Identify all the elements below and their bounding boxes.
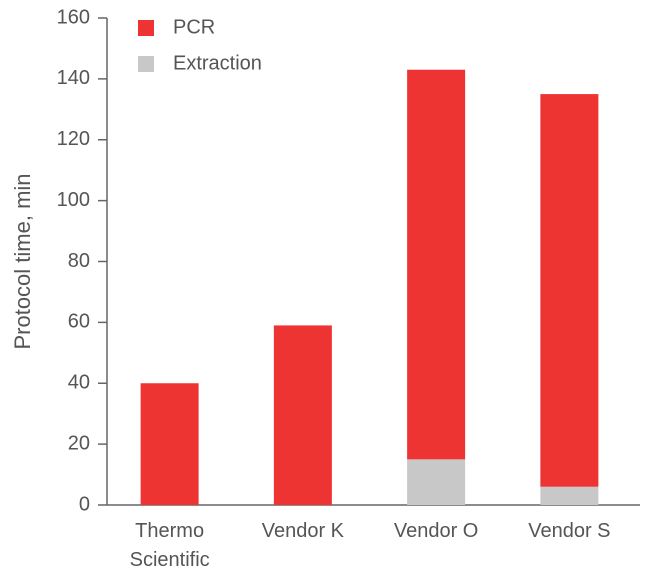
bar-pcr-0 — [140, 383, 199, 505]
x-tick-label: Vendor K — [262, 520, 345, 542]
bar-pcr-2 — [407, 69, 466, 460]
y-tick-label: 60 — [68, 311, 90, 333]
bar-extraction-2 — [407, 459, 466, 505]
y-tick-label: 120 — [57, 128, 90, 150]
y-tick-label: 100 — [57, 189, 90, 211]
legend-swatch-pcr — [138, 20, 154, 36]
y-tick-label: 40 — [68, 372, 90, 394]
y-tick-label: 160 — [57, 6, 90, 28]
y-axis-label: Protocol time, min — [10, 173, 35, 349]
x-tick-label: Vendor S — [528, 520, 610, 542]
y-tick-label: 20 — [68, 432, 90, 454]
y-tick-label: 0 — [79, 493, 90, 515]
bar-pcr-3 — [540, 94, 599, 487]
bar-extraction-3 — [540, 486, 599, 505]
y-tick-label: 140 — [57, 67, 90, 89]
y-tick-label: 80 — [68, 250, 90, 272]
x-tick-label: Vendor O — [394, 520, 479, 542]
legend-swatch-extraction — [138, 56, 154, 72]
x-tick-label: Thermo — [135, 520, 204, 542]
x-tick-label: Scientific — [130, 549, 210, 571]
bar-pcr-1 — [273, 325, 332, 505]
legend-label-extraction: Extraction — [173, 52, 262, 74]
legend-label-pcr: PCR — [173, 16, 215, 38]
